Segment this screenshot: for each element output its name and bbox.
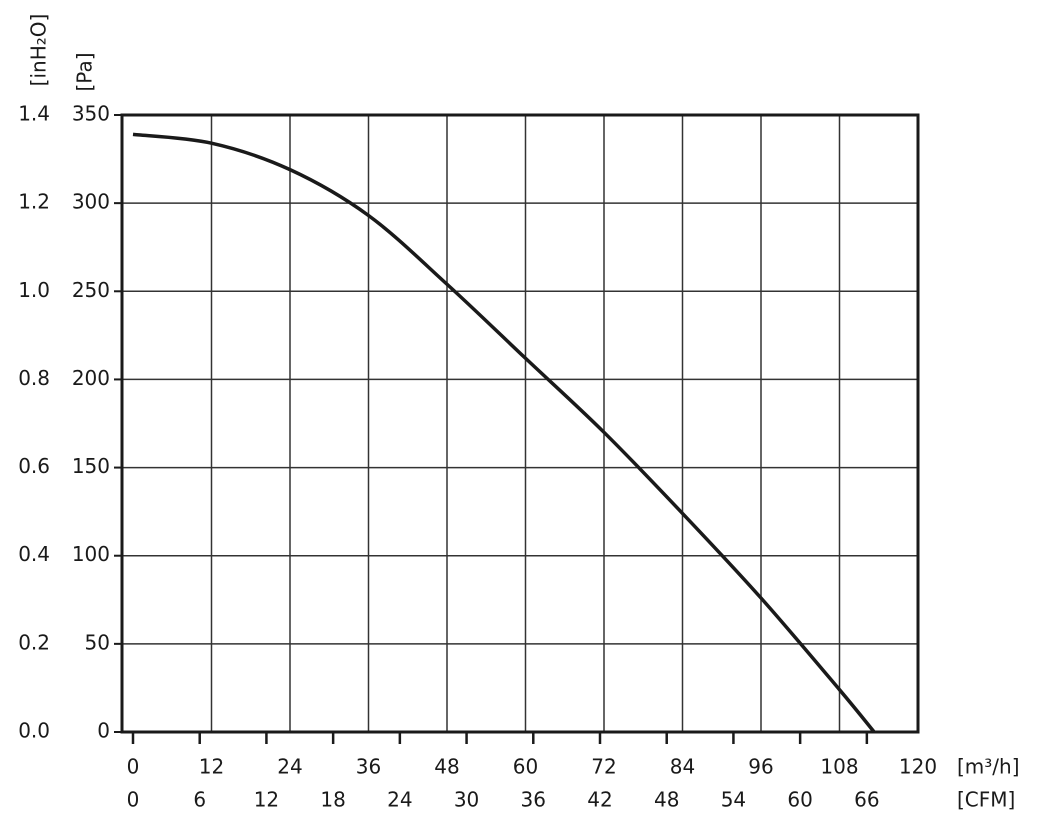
x-tick-label: 72 (591, 755, 616, 779)
x2-tick-label: 48 (654, 788, 679, 812)
x2-tick-label: 24 (387, 788, 412, 812)
x2-tick-label: 18 (320, 788, 345, 812)
y2-tick-label: 0.4 (18, 542, 50, 566)
y-tick-label: 300 (72, 190, 110, 214)
y2-tick-label: 1.0 (18, 278, 50, 302)
y-tick-label: 250 (72, 278, 110, 302)
x-tick-label: 60 (513, 755, 538, 779)
y2-axis-label: [inH₂O] (27, 14, 51, 87)
x-tick-label: 12 (199, 755, 224, 779)
x2-tick-label: 42 (587, 788, 612, 812)
x2-tick-label: 6 (193, 788, 206, 812)
y2-tick-label: 0.6 (18, 454, 50, 478)
x2-tick-label: 36 (521, 788, 546, 812)
x2-axis-label: [CFM] (957, 788, 1015, 812)
x-axis-label: [m³/h] (957, 755, 1020, 779)
x2-tick-label: 66 (854, 788, 879, 812)
curve (132, 132, 876, 734)
y2-tick-label: 0.2 (18, 630, 50, 654)
y-axis-label: [Pa] (73, 52, 97, 91)
x-tick-label: 108 (820, 755, 858, 779)
x-tick-label: 36 (356, 755, 381, 779)
x-tick-label: 0 (127, 755, 140, 779)
y-tick-label: 0 (97, 719, 110, 743)
y-tick-label: 150 (72, 454, 110, 478)
x-tick-label: 48 (434, 755, 459, 779)
x-tick-label: 24 (277, 755, 302, 779)
x2-tick-label: 12 (254, 788, 279, 812)
y-tick-label: 350 (72, 102, 110, 126)
y2-tick-label: 1.2 (18, 190, 50, 214)
x-tick-label: 120 (899, 755, 937, 779)
x2-tick-label: 54 (721, 788, 746, 812)
x2-tick-label: 0 (127, 788, 140, 812)
x2-tick-label: 30 (454, 788, 479, 812)
x2-tick-label: 60 (787, 788, 812, 812)
plot-frame (120, 113, 920, 734)
y-tick-label: 50 (85, 630, 110, 654)
x-tick-label: 96 (748, 755, 773, 779)
y2-tick-label: 1.4 (18, 102, 50, 126)
y2-tick-label: 0.8 (18, 366, 50, 390)
y-tick-label: 200 (72, 366, 110, 390)
x-tick-label: 84 (670, 755, 695, 779)
y2-tick-label: 0.0 (18, 719, 50, 743)
y-tick-label: 100 (72, 542, 110, 566)
